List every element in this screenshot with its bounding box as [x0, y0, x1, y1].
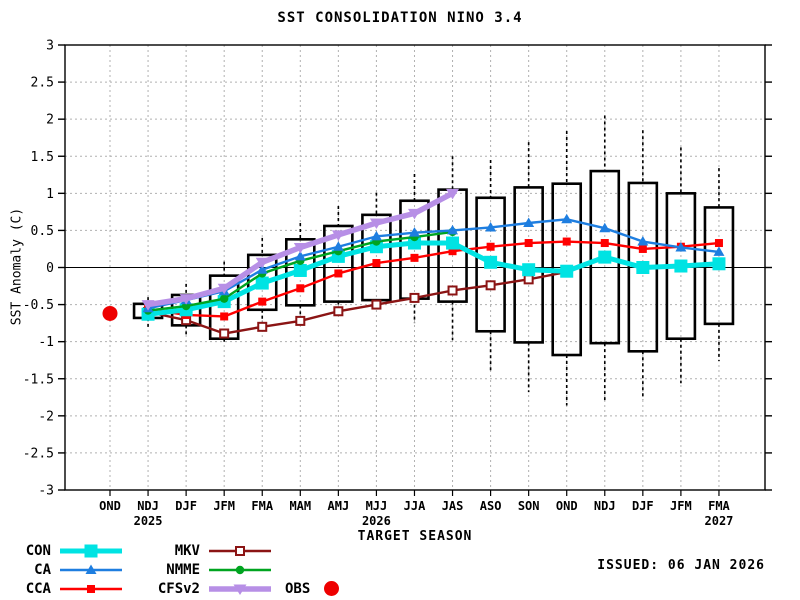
- legend-row-1: CON MKV: [6, 541, 339, 560]
- svg-text:0: 0: [46, 261, 54, 276]
- svg-text:2025: 2025: [134, 514, 163, 528]
- svg-text:MAM: MAM: [289, 499, 311, 513]
- legend-label-obs: OBS: [285, 580, 311, 597]
- svg-text:MJJ: MJJ: [366, 499, 388, 513]
- svg-text:OND: OND: [99, 499, 121, 513]
- svg-text:-1: -1: [38, 335, 54, 350]
- svg-text:-0.5: -0.5: [23, 298, 54, 313]
- obs-point: [102, 305, 118, 321]
- svg-text:SON: SON: [518, 499, 540, 513]
- svg-text:2: 2: [46, 113, 54, 128]
- svg-text:-1.5: -1.5: [23, 372, 54, 387]
- svg-text:ASO: ASO: [480, 499, 502, 513]
- svg-text:NDJ: NDJ: [137, 499, 159, 513]
- svg-text:OND: OND: [556, 499, 578, 513]
- svg-text:JAS: JAS: [442, 499, 464, 513]
- svg-text:2.5: 2.5: [31, 76, 54, 91]
- svg-text:JJA: JJA: [404, 499, 426, 513]
- x-axis-label: TARGET SEASON: [357, 529, 473, 544]
- legend-row-2: CA NMME: [6, 560, 339, 579]
- legend: CON MKV CA NMME CCA CFSv2 OBS: [6, 541, 340, 598]
- legend-label-cca: CCA: [25, 580, 51, 597]
- svg-text:FMA: FMA: [251, 499, 273, 513]
- series-mkv: [143, 266, 572, 339]
- legend-label-mkv: MKV: [174, 542, 200, 559]
- legend-sample-cca: [58, 581, 124, 597]
- svg-text:2026: 2026: [362, 514, 391, 528]
- svg-text:1.5: 1.5: [31, 150, 54, 165]
- svg-text:DJF: DJF: [632, 499, 654, 513]
- svg-text:JFM: JFM: [670, 499, 692, 513]
- issued-date: ISSUED: 06 JAN 2026: [597, 558, 765, 573]
- svg-text:-3: -3: [38, 484, 54, 499]
- svg-text:FMA: FMA: [708, 499, 730, 513]
- series-cca: [144, 237, 723, 321]
- svg-text:0.5: 0.5: [31, 224, 54, 239]
- legend-sample-con: [58, 543, 124, 559]
- legend-label-ca: CA: [34, 561, 51, 578]
- legend-label-nmme: NMME: [166, 561, 200, 578]
- legend-label-cfsv2: CFSv2: [157, 580, 200, 597]
- y-axis-label: SST Anomaly (C): [9, 207, 25, 326]
- legend-sample-cfsv2: [207, 581, 273, 597]
- svg-text:AMJ: AMJ: [328, 499, 350, 513]
- svg-text:JFM: JFM: [213, 499, 235, 513]
- legend-sample-nmme: [207, 562, 273, 578]
- legend-sample-mkv: [207, 543, 273, 559]
- svg-text:DJF: DJF: [175, 499, 197, 513]
- legend-label-con: CON: [25, 542, 51, 559]
- svg-text:1: 1: [46, 187, 54, 202]
- svg-text:NDJ: NDJ: [594, 499, 616, 513]
- obs-marker-icon: [324, 581, 340, 596]
- svg-text:-2.5: -2.5: [23, 446, 54, 461]
- legend-row-3: CCA CFSv2 OBS: [6, 579, 340, 598]
- chart-title: SST CONSOLIDATION NINO 3.4: [277, 10, 523, 26]
- svg-text:3: 3: [46, 39, 54, 54]
- svg-text:-2: -2: [38, 409, 54, 424]
- legend-sample-ca: [58, 562, 124, 578]
- svg-text:2027: 2027: [705, 514, 734, 528]
- series-cfsv2: [141, 188, 460, 311]
